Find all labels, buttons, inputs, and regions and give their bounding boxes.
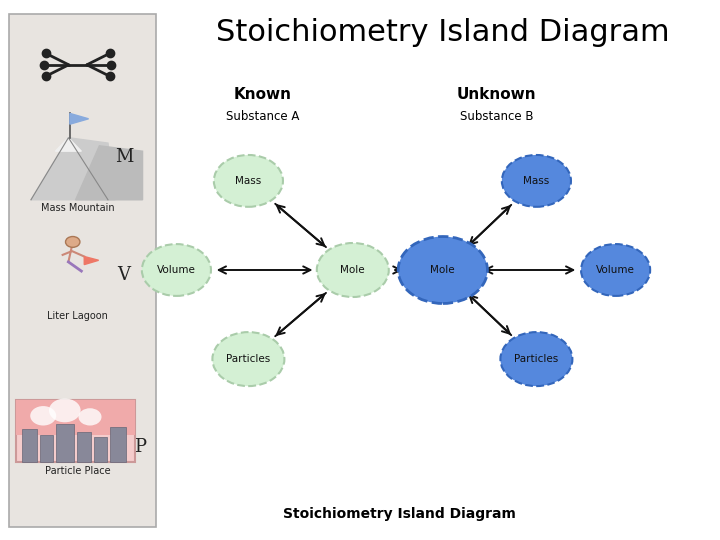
Text: Particles: Particles	[514, 354, 559, 364]
Circle shape	[500, 332, 572, 386]
Circle shape	[214, 155, 283, 207]
Bar	[22, 429, 37, 462]
Circle shape	[317, 243, 389, 297]
Text: Known: Known	[234, 87, 292, 102]
Circle shape	[30, 406, 56, 426]
Text: Substance B: Substance B	[460, 110, 534, 123]
Text: Unknown: Unknown	[457, 87, 536, 102]
Text: Mass Mountain: Mass Mountain	[41, 203, 114, 213]
Text: Stoichiometry Island Diagram: Stoichiometry Island Diagram	[283, 507, 516, 521]
Text: Stoichiometry Island Diagram: Stoichiometry Island Diagram	[216, 18, 670, 47]
Text: Mass: Mass	[523, 176, 549, 186]
Circle shape	[581, 244, 650, 296]
Text: M: M	[114, 147, 133, 166]
FancyBboxPatch shape	[9, 14, 156, 526]
Bar	[77, 432, 91, 462]
Circle shape	[398, 237, 487, 303]
Polygon shape	[70, 113, 89, 124]
Polygon shape	[31, 138, 115, 200]
Circle shape	[142, 244, 211, 296]
Text: Volume: Volume	[596, 265, 635, 275]
Text: Volume: Volume	[157, 265, 196, 275]
Circle shape	[49, 399, 81, 422]
Text: Mole: Mole	[341, 265, 365, 275]
Bar	[94, 437, 107, 462]
Circle shape	[78, 408, 102, 426]
Polygon shape	[84, 256, 99, 265]
Bar	[56, 424, 74, 462]
Text: V: V	[117, 266, 130, 285]
Bar	[110, 427, 126, 462]
Text: Substance A: Substance A	[226, 110, 300, 123]
Text: P: P	[135, 437, 146, 456]
Polygon shape	[55, 138, 81, 151]
Text: Mass: Mass	[235, 176, 261, 186]
Bar	[40, 435, 53, 462]
FancyBboxPatch shape	[16, 400, 135, 462]
Text: Particles: Particles	[226, 354, 271, 364]
FancyBboxPatch shape	[16, 400, 135, 435]
Circle shape	[212, 332, 284, 386]
Circle shape	[66, 237, 80, 247]
Circle shape	[502, 155, 571, 207]
Text: Particle Place: Particle Place	[45, 466, 111, 476]
Polygon shape	[76, 146, 143, 200]
Text: Liter Lagoon: Liter Lagoon	[48, 311, 108, 321]
Text: Mole: Mole	[431, 265, 455, 275]
